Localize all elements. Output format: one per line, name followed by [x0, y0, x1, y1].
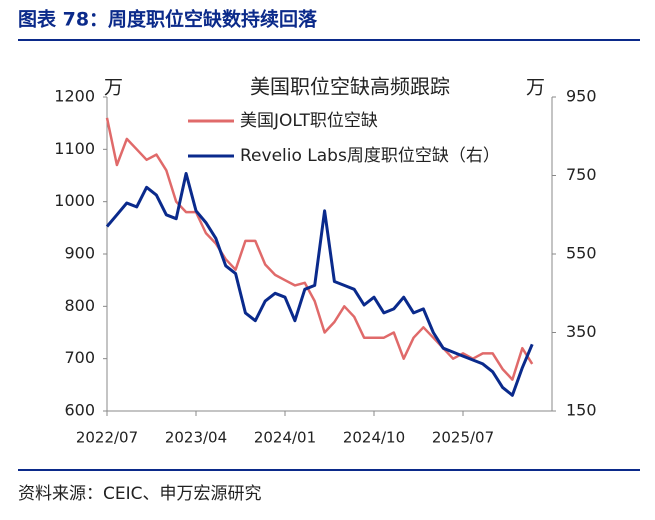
- x-tick-label: 2025/07: [432, 429, 494, 447]
- y2-tick-label: 950: [566, 87, 597, 106]
- y2-unit: 万: [526, 77, 545, 99]
- y2-tick-label: 150: [566, 401, 597, 420]
- x-tick-label: 2024/10: [343, 429, 405, 447]
- source: 资料来源：CEIC、申万宏源研究: [18, 484, 262, 504]
- legend-label: 美国JOLT职位空缺: [240, 111, 378, 131]
- y-tick-label: 1100: [54, 139, 95, 158]
- y-tick-label: 800: [64, 296, 95, 315]
- x-tick-label: 2022/07: [76, 429, 138, 447]
- y2-tick-label: 750: [566, 165, 597, 184]
- legend-label: Revelio Labs周度职位空缺（右）: [240, 146, 500, 166]
- y-tick-label: 600: [64, 401, 95, 420]
- y-tick-label: 1000: [54, 191, 95, 210]
- y2-tick-label: 550: [566, 244, 597, 263]
- x-tick-label: 2024/01: [254, 429, 316, 447]
- chart-title: 美国职位空缺高频跟踪: [250, 75, 450, 99]
- y-tick-label: 700: [64, 348, 95, 367]
- x-tick-label: 2023/04: [165, 429, 227, 447]
- page-title: 图表 78：周度职位空缺数持续回落: [18, 8, 318, 31]
- y2-tick-label: 350: [566, 322, 597, 341]
- y-tick-label: 900: [64, 244, 95, 263]
- series-line: [105, 172, 534, 397]
- y-unit: 万: [104, 77, 123, 99]
- y-tick-label: 1200: [54, 87, 95, 106]
